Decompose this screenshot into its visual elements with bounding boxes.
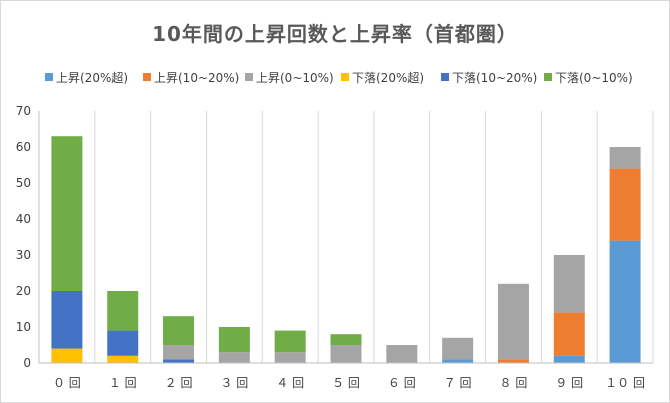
- y-tick-label: 40: [16, 212, 31, 226]
- legend-label: 上昇(10~20%): [154, 71, 239, 85]
- legend-item: 上昇(20%超): [45, 70, 128, 85]
- bar-segment: [442, 359, 474, 363]
- bars: [51, 136, 641, 363]
- bar-segment: [330, 345, 362, 363]
- legend-swatch: [245, 73, 253, 81]
- y-tick-label: 10: [16, 320, 31, 334]
- y-axis-ticks: 0 10 20 30 40 50 60 70: [16, 104, 31, 370]
- x-tick-label: ７ 回: [444, 376, 472, 390]
- legend-swatch: [544, 73, 552, 81]
- legend-label: 下落(0~10%): [555, 71, 633, 85]
- y-tick-label: 20: [16, 284, 31, 298]
- bar-segment: [218, 327, 250, 353]
- category-gridlines: [94, 111, 654, 363]
- x-tick-label: １ 回: [109, 376, 137, 390]
- legend-swatch: [45, 73, 53, 81]
- bar-segment: [609, 168, 641, 241]
- bar-segment: [218, 352, 250, 363]
- legend-item: 上昇(10~20%): [143, 71, 239, 85]
- bar-segment: [386, 345, 418, 363]
- x-tick-label: ６ 回: [388, 376, 416, 390]
- bar-segment: [51, 136, 83, 291]
- bar-segment: [163, 345, 195, 360]
- bar-segment: [107, 291, 139, 331]
- bar-segment: [609, 240, 641, 363]
- legend-swatch: [143, 73, 151, 81]
- chart-title: 10年間の上昇回数と上昇率（首都圏）: [152, 22, 518, 46]
- bar-segment: [107, 330, 139, 356]
- legend-label: 下落(20%超): [352, 70, 424, 85]
- legend: 上昇(20%超) 上昇(10~20%) 上昇(0~10%) 下落(20%超) 下落(10…: [45, 70, 633, 85]
- y-tick-label: 0: [23, 356, 31, 370]
- x-axis-ticks: ０ 回 １ 回 ２ 回 ３ 回 ４ 回 ５ 回 ６ 回 ７ 回 ８ 回 ９ 回 １０ 回: [53, 376, 645, 390]
- bar-segment: [163, 359, 195, 363]
- legend-label: 上昇(20%超): [56, 70, 128, 85]
- x-tick-label: ９ 回: [555, 376, 583, 390]
- bar-segment: [51, 291, 83, 349]
- legend-label: 上昇(0~10%): [256, 71, 334, 85]
- axes: [38, 111, 653, 364]
- legend-label: 下落(10~20%): [452, 71, 537, 85]
- x-tick-label: ０ 回: [53, 376, 81, 390]
- legend-swatch: [341, 73, 349, 81]
- x-tick-label: ５ 回: [332, 376, 360, 390]
- y-tick-label: 70: [16, 104, 31, 118]
- bar-segment: [497, 283, 529, 360]
- legend-item: 上昇(0~10%): [245, 71, 334, 85]
- bar-segment: [107, 355, 139, 363]
- bar-segment: [330, 334, 362, 345]
- legend-item: 下落(0~10%): [544, 71, 633, 85]
- bar-segment: [442, 337, 474, 360]
- x-tick-label: ８ 回: [500, 376, 528, 390]
- y-tick-label: 50: [16, 176, 31, 190]
- bar-segment: [553, 312, 585, 356]
- bar-segment: [274, 352, 306, 363]
- x-tick-label: １０ 回: [605, 376, 645, 390]
- bar-segment: [163, 316, 195, 345]
- bar-segment: [553, 255, 585, 313]
- legend-item: 下落(20%超): [341, 70, 424, 85]
- bar-segment: [553, 355, 585, 363]
- bar-segment: [51, 348, 83, 363]
- x-tick-label: ４ 回: [276, 376, 304, 390]
- x-tick-label: ２ 回: [165, 376, 193, 390]
- y-tick-label: 60: [16, 140, 31, 154]
- bar-segment: [497, 359, 529, 363]
- bar-segment: [274, 330, 306, 353]
- bar-segment: [609, 147, 641, 169]
- x-tick-label: ３ 回: [220, 376, 248, 390]
- legend-item: 下落(10~20%): [441, 71, 537, 85]
- legend-swatch: [441, 73, 449, 81]
- y-tick-label: 30: [16, 248, 31, 262]
